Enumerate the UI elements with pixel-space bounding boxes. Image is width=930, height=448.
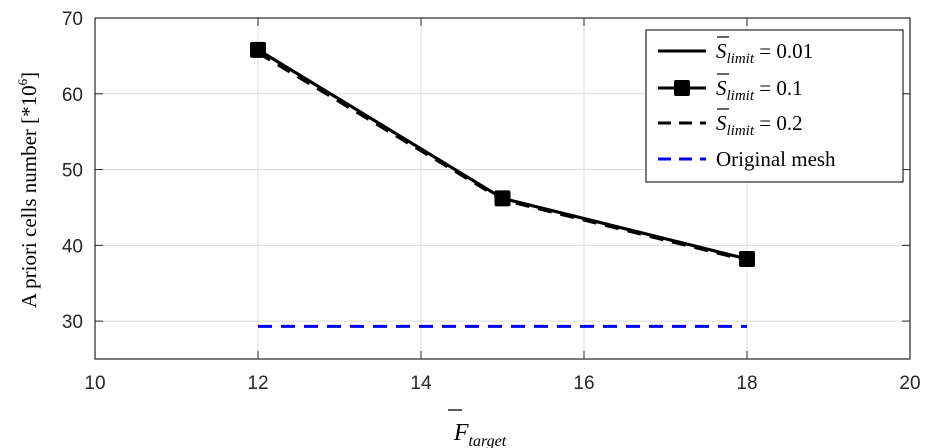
legend-marker (674, 80, 690, 96)
y-axis-ticks: 30 40 50 60 70 (62, 9, 910, 333)
legend-label-1: Slimit = 0.01 (716, 39, 813, 67)
x-axis-label: Ftarget (453, 420, 507, 448)
legend-label-3: Slimit = 0.2 (716, 111, 803, 139)
legend-box (645, 29, 904, 183)
y-tick-label: 70 (62, 9, 83, 30)
y-tick-label: 60 (62, 85, 83, 106)
y-tick-label: 50 (62, 161, 83, 182)
series-group (250, 41, 755, 328)
x-tick-label: 10 (84, 373, 105, 394)
series-line-3 (257, 51, 748, 262)
y-tick-label: 30 (62, 312, 83, 333)
legend: Slimit = 0.01 Slimit = 0.1 Slimit = 0.2 Ori… (645, 29, 904, 183)
plot-border (94, 17, 911, 360)
legend-entries: Slimit = 0.01 Slimit = 0.1 Slimit = 0.2 Ori… (658, 36, 836, 171)
x-axis-ticks: 10 12 14 16 18 20 (84, 18, 921, 394)
y-axis-label-sup: 6 (15, 78, 30, 85)
y-tick-label: 40 (62, 236, 83, 257)
x-axis-label-sub: target (469, 433, 507, 448)
legend-label-2: Slimit = 0.1 (716, 76, 803, 104)
y-axis-label-main: A priori cells number [*10 (17, 85, 41, 308)
x-tick-label: 12 (247, 373, 268, 394)
x-axis-label-main: F (453, 420, 469, 446)
x-tick-label: 20 (899, 373, 920, 394)
y-axis-label: A priori cells number [*106] (15, 72, 41, 308)
y-axis-label-close: ] (17, 72, 41, 79)
x-tick-label: 16 (573, 373, 594, 394)
x-tick-label: 18 (736, 373, 757, 394)
x-tick-label: 14 (410, 373, 432, 394)
legend-label-4: Original mesh (716, 147, 836, 171)
